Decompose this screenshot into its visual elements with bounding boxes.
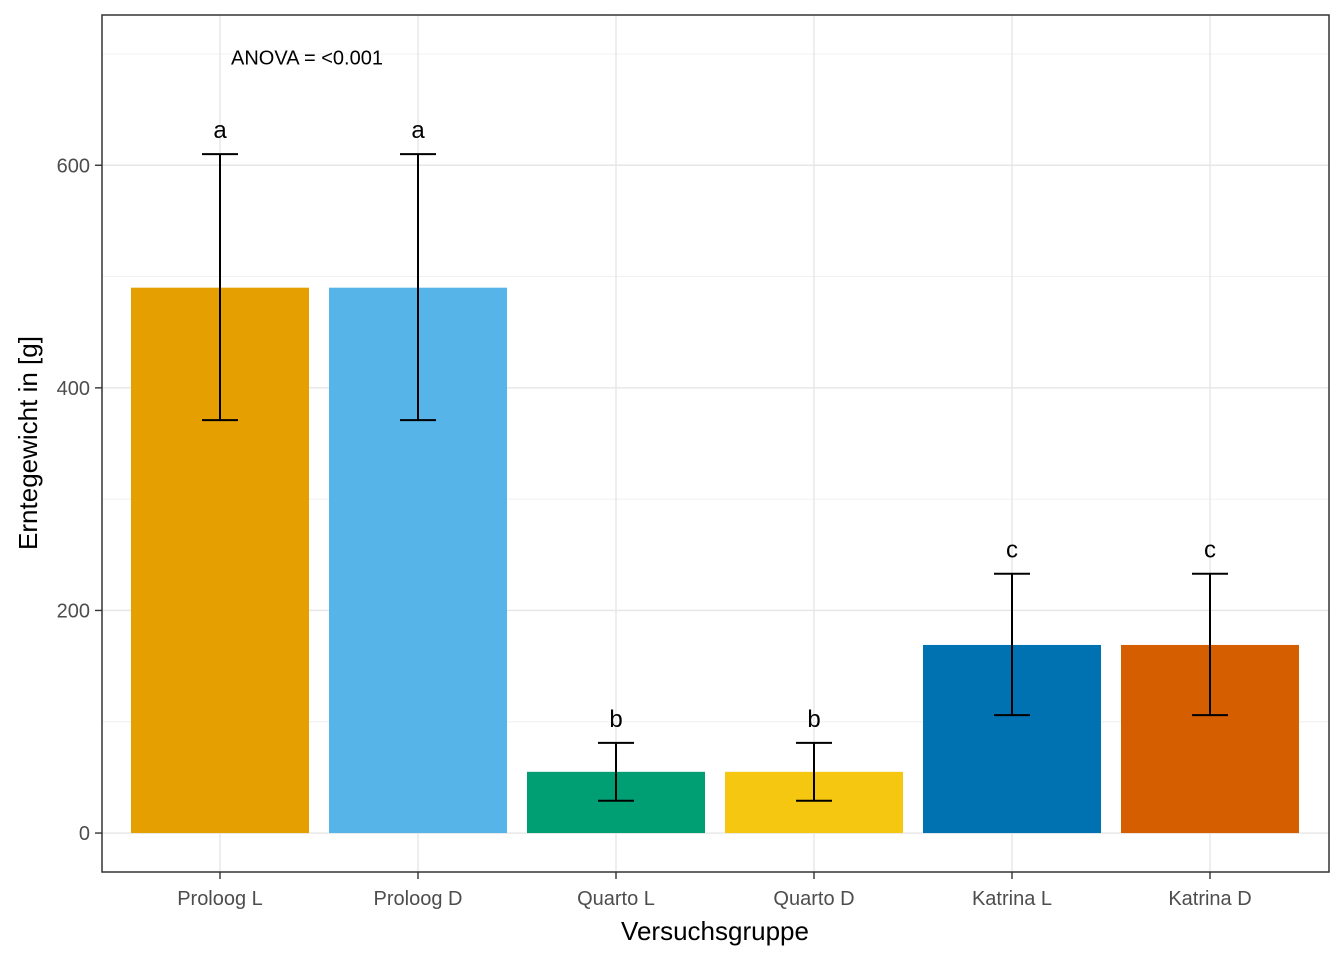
x-axis: Proloog L Proloog D Quarto L Quarto D Katrin… bbox=[177, 872, 1252, 910]
x-tick-label: Katrina D bbox=[1168, 888, 1251, 910]
group-letter: c bbox=[1204, 537, 1216, 564]
group-letter: a bbox=[411, 117, 425, 144]
error-bar bbox=[994, 572, 1030, 717]
y-tick-label: 200 bbox=[57, 600, 90, 622]
group-letter: b bbox=[807, 706, 820, 733]
group-letters: a a b b c c bbox=[213, 117, 1216, 733]
group-letter: a bbox=[213, 117, 227, 144]
error-bar bbox=[1192, 572, 1228, 717]
y-tick-label: 0 bbox=[79, 823, 90, 845]
anova-annotation: ANOVA = <0.001 bbox=[231, 47, 383, 69]
group-letter: c bbox=[1006, 537, 1018, 564]
error-bars bbox=[202, 153, 1228, 802]
error-bar bbox=[400, 153, 436, 422]
x-tick-label: Quarto L bbox=[577, 888, 655, 910]
x-tick-label: Proloog D bbox=[374, 888, 463, 910]
x-tick-label: Quarto D bbox=[773, 888, 854, 910]
y-axis: 0 200 400 600 bbox=[57, 155, 102, 845]
group-letter: b bbox=[609, 706, 622, 733]
error-bar bbox=[202, 153, 238, 422]
error-bar bbox=[598, 741, 634, 802]
y-tick-label: 400 bbox=[57, 378, 90, 400]
y-axis-title: Erntegewicht in [g] bbox=[13, 336, 43, 550]
plot-panel-border bbox=[101, 14, 1330, 873]
x-tick-label: Katrina L bbox=[972, 888, 1052, 910]
x-axis-title: Versuchsgruppe bbox=[621, 916, 809, 946]
y-tick-label: 600 bbox=[57, 155, 90, 177]
x-tick-label: Proloog L bbox=[177, 888, 263, 910]
error-bar bbox=[796, 741, 832, 802]
